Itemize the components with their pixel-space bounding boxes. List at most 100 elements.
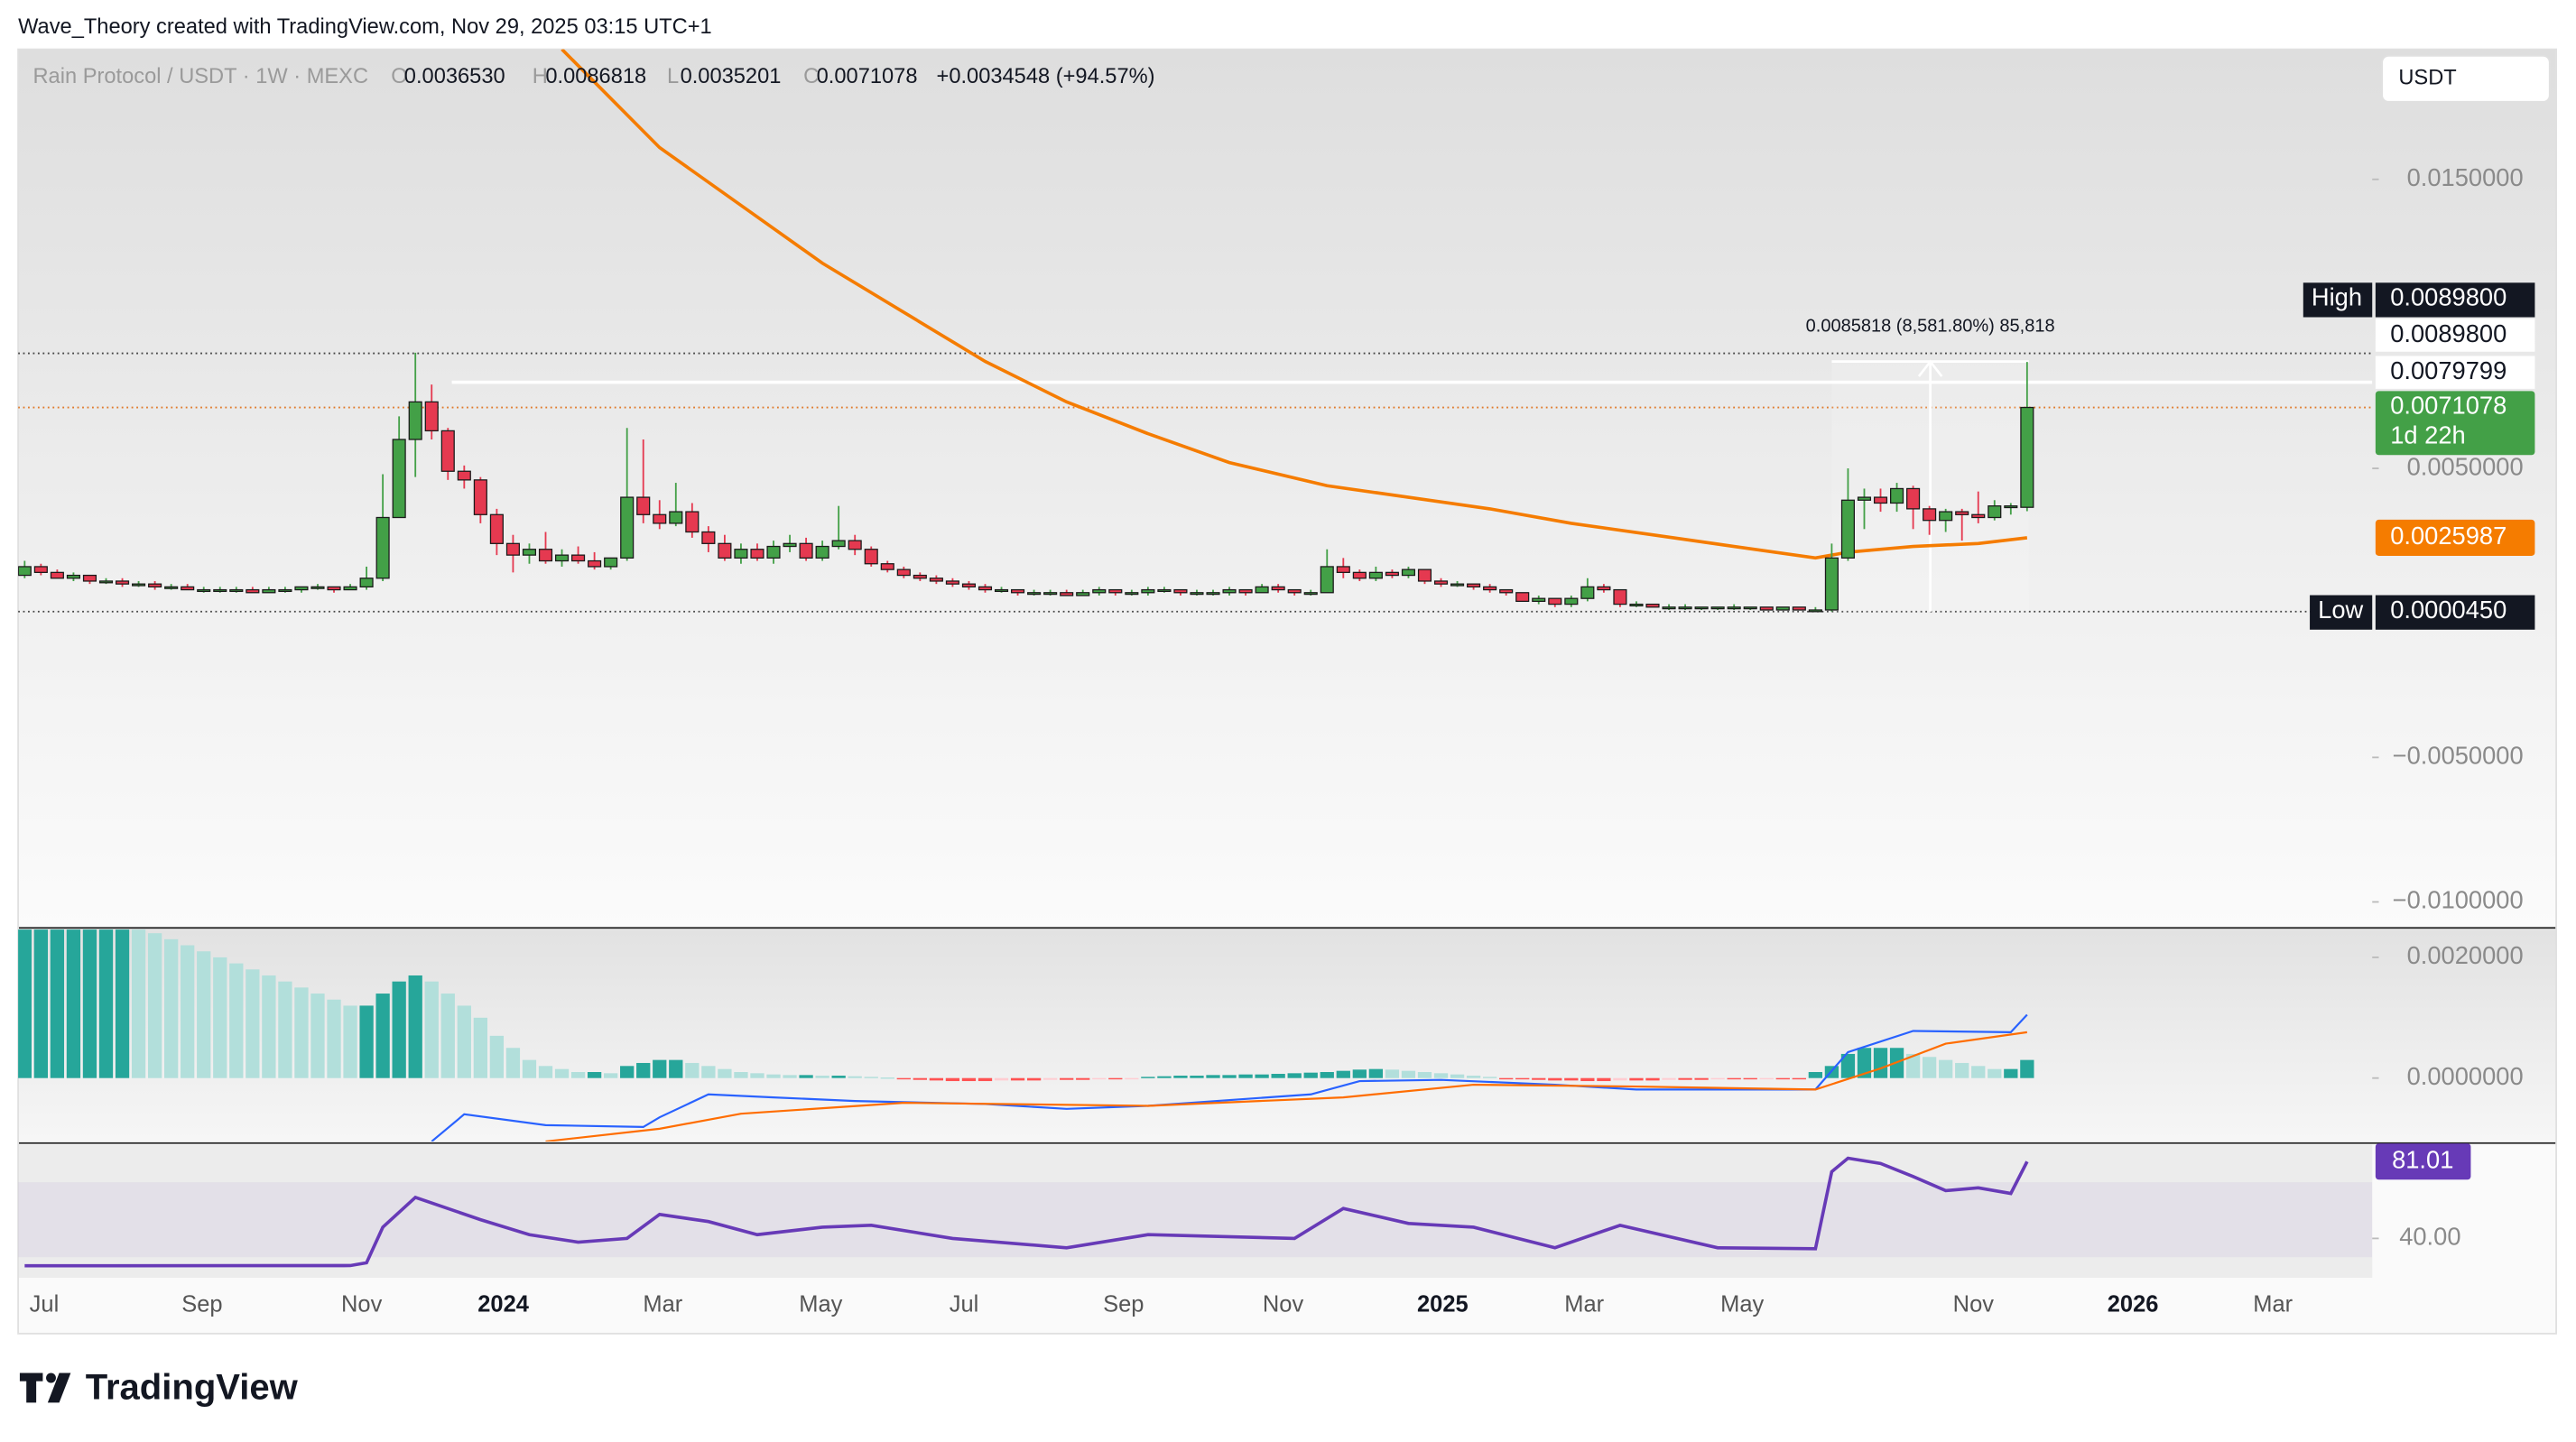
- candle-body: [18, 566, 32, 577]
- candle-body: [896, 568, 911, 577]
- candle-body: [864, 549, 878, 565]
- histogram-bar: [1905, 1053, 1921, 1078]
- candle-body: [848, 540, 862, 550]
- candle-body: [1238, 588, 1253, 594]
- histogram-bar: [1710, 1077, 1725, 1080]
- histogram-bar: [701, 1066, 716, 1078]
- histogram-bar: [2004, 1068, 2018, 1078]
- candle-body: [424, 401, 439, 432]
- histogram-bar: [538, 1066, 553, 1078]
- candle-body: [82, 574, 97, 582]
- candle-body: [1759, 606, 1774, 611]
- y-tick-label: 0.0050000: [2407, 452, 2524, 480]
- ma-value-label: 0.0025987: [2390, 522, 2507, 550]
- candle-body: [278, 588, 292, 593]
- histogram-bar: [1320, 1072, 1334, 1078]
- candle-body: [1483, 586, 1497, 591]
- candle-body: [783, 542, 797, 548]
- rsi-value-box: [2375, 1143, 2471, 1180]
- candle-body: [327, 586, 341, 591]
- x-tick-label: Mar: [1564, 1292, 1604, 1317]
- x-tick-label: May: [799, 1292, 842, 1317]
- candle-body: [197, 588, 211, 593]
- candle-body: [1352, 571, 1367, 579]
- candle-body: [66, 574, 80, 579]
- y-tick-label: 40.00: [2399, 1223, 2460, 1251]
- histogram-bar: [424, 981, 439, 1078]
- histogram-bar: [197, 951, 211, 1078]
- candle-body: [1873, 496, 1888, 504]
- candle-body: [1613, 588, 1627, 605]
- candle-body: [1597, 586, 1611, 591]
- candle-body: [294, 586, 309, 591]
- currency-label[interactable]: USDT: [2398, 67, 2456, 90]
- legend-key: C: [803, 65, 819, 88]
- candle-body: [1190, 592, 1204, 596]
- candle-body: [1385, 571, 1399, 577]
- histogram-bar: [115, 929, 130, 1078]
- histogram-bar: [1206, 1075, 1220, 1078]
- candle-body: [718, 542, 732, 559]
- candle-body: [571, 554, 586, 562]
- histogram-bar: [1971, 1066, 1986, 1078]
- rsi-line: [24, 1156, 2029, 1268]
- candle-body: [1450, 583, 1465, 587]
- last-price-label: 0.0071078: [2390, 392, 2507, 420]
- histogram-bar: [831, 1076, 846, 1078]
- last-price-box: [2375, 391, 2535, 456]
- histogram-bar: [1775, 1077, 1790, 1080]
- histogram-bar: [1222, 1075, 1237, 1078]
- logo-mark: [46, 1373, 56, 1383]
- histogram-bar: [799, 1075, 813, 1078]
- histogram-bar: [653, 1059, 667, 1078]
- candle-body: [913, 574, 927, 579]
- histogram-bar: [1092, 1077, 1107, 1080]
- histogram-bar: [1939, 1059, 1953, 1078]
- currency-button[interactable]: [2381, 54, 2551, 103]
- histogram-bar: [1759, 1077, 1774, 1080]
- candle-body: [1840, 499, 1855, 559]
- x-tick-label: Jul: [950, 1292, 979, 1317]
- candle-body: [1564, 597, 1579, 605]
- histogram-bar: [310, 994, 325, 1078]
- legend-value: 0.0035201: [681, 65, 782, 88]
- candle-body: [994, 588, 1009, 593]
- histogram-bar: [734, 1072, 748, 1078]
- candle-body: [1092, 588, 1107, 594]
- histogram-bar: [1466, 1076, 1481, 1078]
- histogram-bar: [604, 1073, 618, 1078]
- histogram-bar: [1271, 1074, 1285, 1078]
- candle-body: [588, 559, 602, 568]
- histogram-bar: [327, 999, 341, 1078]
- price-line-label: 0.0089800: [2390, 319, 2507, 347]
- y-tick-label: −0.0050000: [2393, 742, 2524, 770]
- measure-label: 0.0085818 (8,581.80%) 85,818: [1806, 317, 2055, 337]
- countdown-label: 1d 22h: [2390, 421, 2466, 449]
- candle-body: [213, 588, 227, 593]
- candle-body: [1271, 586, 1285, 591]
- histogram-bar: [164, 938, 179, 1078]
- x-tick-label: Nov: [1263, 1292, 1304, 1317]
- candle-body: [115, 580, 130, 585]
- histogram-bar: [1808, 1072, 1823, 1078]
- candle-body: [343, 586, 357, 591]
- histogram-bar: [848, 1076, 862, 1078]
- histogram-bar: [554, 1068, 570, 1078]
- histogram-bar: [213, 957, 227, 1078]
- candle-body: [375, 516, 390, 579]
- histogram-bar: [1694, 1077, 1709, 1080]
- candle-body: [1108, 588, 1123, 594]
- histogram-bar: [1678, 1077, 1692, 1080]
- candle-body: [1743, 606, 1757, 610]
- histogram-bar: [961, 1077, 977, 1082]
- histogram-bar: [620, 1066, 635, 1078]
- histogram-bar: [1173, 1076, 1188, 1078]
- histogram-bar: [457, 1005, 471, 1078]
- logo-text: TradingView: [86, 1367, 299, 1407]
- candle-body: [50, 571, 64, 579]
- candle-body: [1255, 586, 1269, 594]
- candle-body: [1955, 511, 1969, 515]
- candle-body: [880, 563, 894, 570]
- x-tick-label: Nov: [341, 1292, 383, 1317]
- ma-value-box: [2375, 519, 2535, 556]
